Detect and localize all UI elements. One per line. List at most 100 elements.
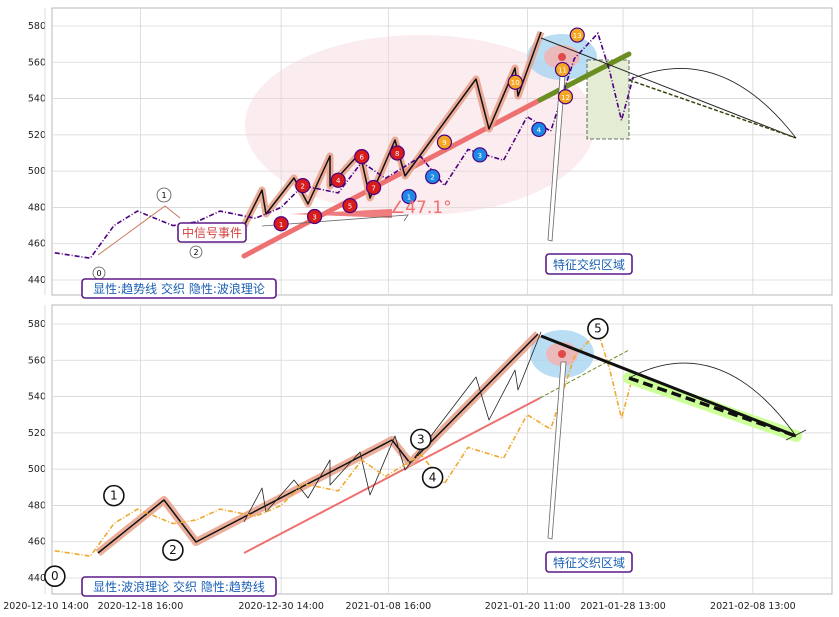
- top-marker-label: 6: [360, 154, 365, 162]
- top-marker: 3: [306, 208, 323, 225]
- bottom-wave-point: 2: [162, 539, 184, 561]
- bottom-zone-text: 特征交织区域: [553, 555, 625, 570]
- top-ytick-label: 500: [28, 166, 46, 177]
- top-forecast-dashed-inner: [628, 79, 797, 139]
- bottom-ytick-label: 500: [28, 464, 46, 475]
- bottom-inner-zigzag: [243, 331, 542, 523]
- top-marker: 11: [554, 61, 571, 78]
- top-marker: 6: [354, 149, 370, 165]
- top-marker-dot: [554, 61, 571, 78]
- top-zone-label: 特征交织区域: [545, 253, 633, 275]
- bottom-zone-label: 特征交织区域: [545, 551, 633, 573]
- top-ytick-label: 460: [28, 239, 46, 250]
- top-marker-label: 9: [442, 139, 446, 147]
- bottom-ytick-label: 460: [28, 537, 46, 548]
- bottom-trend-line: [243, 397, 541, 554]
- bottom-wave-label: 1: [110, 489, 118, 503]
- bottom-forecast-curve: [628, 362, 797, 437]
- top-marker-label: 3: [312, 214, 316, 222]
- top-wave-0: 0: [92, 266, 106, 280]
- top-ytick-label: 580: [28, 21, 46, 32]
- bottom-wave-point: 4: [421, 466, 444, 489]
- top-marker: 2: [295, 178, 311, 194]
- top-marker-label: 2: [430, 174, 434, 182]
- top-marker: 8: [389, 145, 405, 161]
- top-marker-dot: [531, 121, 547, 138]
- top-marker-dot: [472, 147, 488, 163]
- top-marker-dot: [507, 74, 523, 90]
- bottom-wave-label: 0: [51, 569, 59, 583]
- bottom-forecast-tick: [785, 429, 807, 441]
- top-marker-dot: [436, 134, 453, 150]
- top-ytick-label: 540: [28, 94, 46, 105]
- bottom-wave-label: 3: [417, 432, 425, 446]
- x-tick-label: 2021-02-08 13:00: [710, 601, 796, 612]
- x-tick-label: 2020-12-30 14:00: [238, 601, 324, 612]
- top-marker-dot: [401, 188, 417, 205]
- top-marker-dot: [389, 145, 405, 161]
- top-marker: 13: [569, 27, 585, 43]
- bottom-panel: 0 1 2 3 4 5 特征交织区域 显性:波浪理论 交织 隐性:趋势线: [44, 317, 807, 597]
- top-marker-label: 1: [407, 194, 411, 202]
- bottom-ytick-label: 560: [28, 355, 46, 366]
- top-marker-label: 7: [371, 184, 375, 192]
- top-marker-label: 12: [561, 94, 570, 102]
- top-marker-dot: [354, 149, 370, 165]
- top-marker-dot: [342, 198, 358, 214]
- x-tick-label: 2021-01-20 11:00: [485, 601, 571, 612]
- bottom-ytick-label: 520: [28, 428, 46, 439]
- bottom-wave-label: 4: [429, 471, 437, 485]
- top-marker-dot: [425, 168, 441, 185]
- top-hotspot-core: [558, 53, 566, 61]
- top-marker: 5: [342, 198, 358, 214]
- top-marker: 1: [273, 216, 289, 232]
- bottom-wave-circle: [103, 484, 125, 507]
- top-marker: 7: [365, 179, 382, 196]
- top-marker-dot: [557, 89, 574, 105]
- top-marker-dot: [273, 216, 289, 232]
- top-marker: 10: [507, 74, 523, 90]
- top-ytick-label: 560: [28, 57, 46, 68]
- top-marker-label: 8: [395, 150, 399, 158]
- top-marker-label: 4: [537, 126, 542, 134]
- bottom-wave-point: 1: [103, 484, 125, 507]
- top-marker: 1: [401, 188, 417, 205]
- top-marker: 4: [531, 121, 547, 138]
- top-thin-wave: [97, 205, 181, 256]
- top-legend: 显性:趋势线 交织 隐性:波浪理论: [81, 278, 277, 299]
- bottom-ytick-label: 440: [28, 573, 46, 584]
- x-tick-label: 2020-12-18 16:00: [98, 601, 184, 612]
- top-ytick-label: 440: [28, 275, 46, 286]
- x-tick-label: 2021-01-28 13:00: [580, 601, 666, 612]
- bottom-forecast-solid: [540, 334, 797, 438]
- top-marker-label: 2: [301, 183, 305, 191]
- bottom-wave-circle: [162, 539, 184, 561]
- top-marker-label: 13: [573, 32, 582, 40]
- top-ytick-label: 480: [28, 202, 46, 213]
- top-wave-1-label: 1: [161, 191, 166, 200]
- top-wave-2-label: 2: [193, 248, 198, 257]
- top-angle-text: ∠47.1°: [390, 198, 452, 218]
- bottom-wave-markers: 0 1 2 3 4 5: [44, 317, 609, 588]
- bottom-hotspot-core: [558, 350, 566, 358]
- top-zigzag-line: [243, 31, 542, 227]
- top-marker-dot: [365, 179, 382, 196]
- bottom-trend-green: [539, 349, 630, 399]
- x-tick-label: 2021-01-08 16:00: [346, 601, 432, 612]
- top-marker-dot: [306, 208, 323, 225]
- top-wave-1: 1: [156, 187, 172, 203]
- top-marker: 9: [436, 134, 453, 150]
- top-marker-label: 11: [558, 67, 567, 75]
- top-marker: 3: [472, 147, 488, 163]
- bottom-wave-point: 3: [410, 428, 432, 451]
- top-marker-label: 4: [336, 177, 341, 185]
- top-angle-wedge: [290, 209, 392, 218]
- bottom-ytick-label: 480: [28, 500, 46, 511]
- top-signal-label: 中信号事件: [177, 222, 247, 243]
- x-tick-label: 2020-12-10 14:00: [3, 601, 89, 612]
